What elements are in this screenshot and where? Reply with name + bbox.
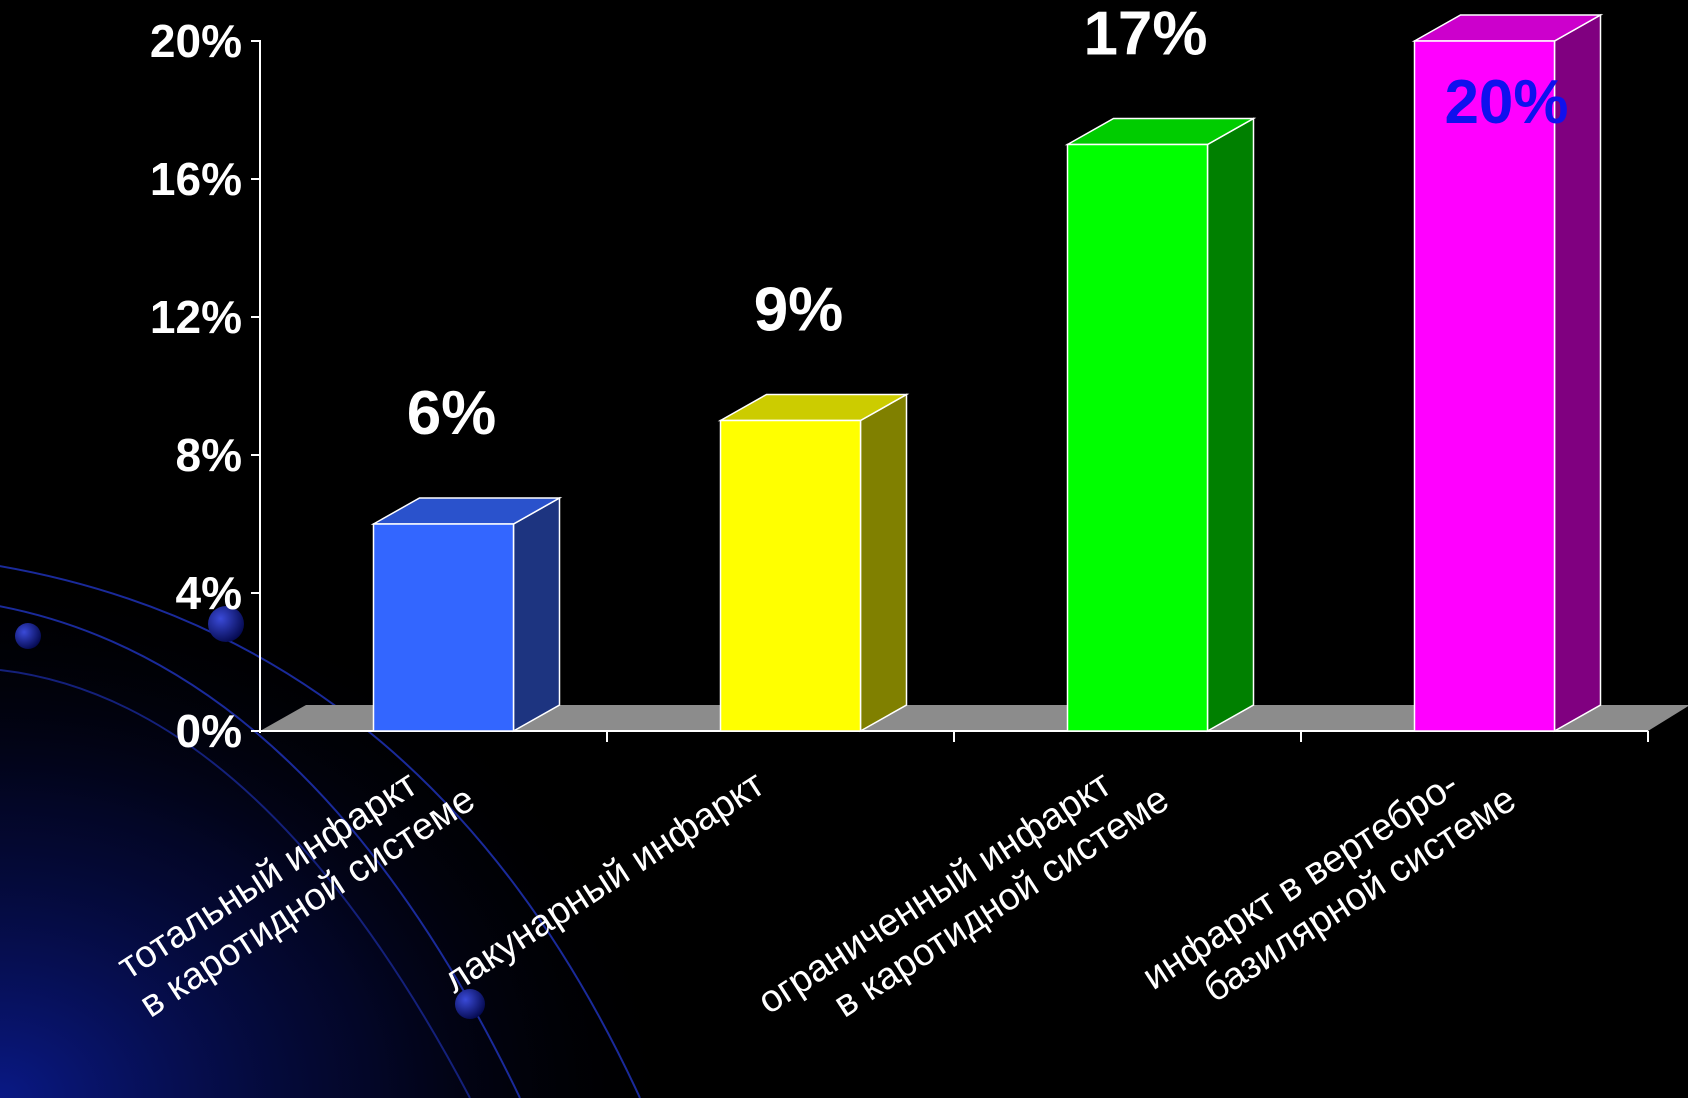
- orbit-dot: [15, 623, 41, 649]
- bar: [717, 393, 910, 733]
- y-tick-label: 12%: [150, 291, 242, 343]
- data-label: 9%: [754, 276, 844, 345]
- category-label: ограниченный инфарктв каротидной системе: [751, 741, 1177, 1059]
- bar-side: [859, 393, 908, 733]
- y-tick-label: 16%: [150, 153, 242, 205]
- orbit-arc: [0, 669, 471, 1098]
- orbit-arc: [0, 605, 521, 1098]
- y-tick-label: 20%: [150, 15, 242, 67]
- bar-front: [1066, 143, 1209, 732]
- category-label: инфаркт в вертебро-базилярной системе: [1135, 741, 1523, 1035]
- bars: [370, 13, 1604, 733]
- bar-side: [512, 496, 561, 733]
- bar: [370, 496, 563, 733]
- y-tick-label: 8%: [176, 429, 242, 481]
- floor-plane: [260, 705, 1688, 731]
- bar-front: [1413, 40, 1556, 732]
- data-label: 17%: [1083, 0, 1207, 69]
- chart-floor: [260, 705, 1688, 731]
- y-tick-label: 0%: [176, 705, 242, 757]
- data-label: 6%: [407, 379, 497, 448]
- orbit-dot: [455, 989, 485, 1019]
- bar-front: [372, 523, 515, 732]
- orbit-dot: [208, 606, 244, 642]
- bar-front: [719, 419, 862, 732]
- data-labels: 6% 9% 17% 20%: [407, 0, 1569, 448]
- data-label: 20%: [1444, 68, 1568, 137]
- bar: [1064, 117, 1257, 733]
- category-label-line: ограниченный инфаркт: [751, 763, 1119, 1022]
- category-label-line: в каротидной системе: [826, 778, 1176, 1026]
- bar: [1411, 13, 1604, 733]
- y-tick-label: 4%: [176, 567, 242, 619]
- bar-side: [1206, 117, 1255, 733]
